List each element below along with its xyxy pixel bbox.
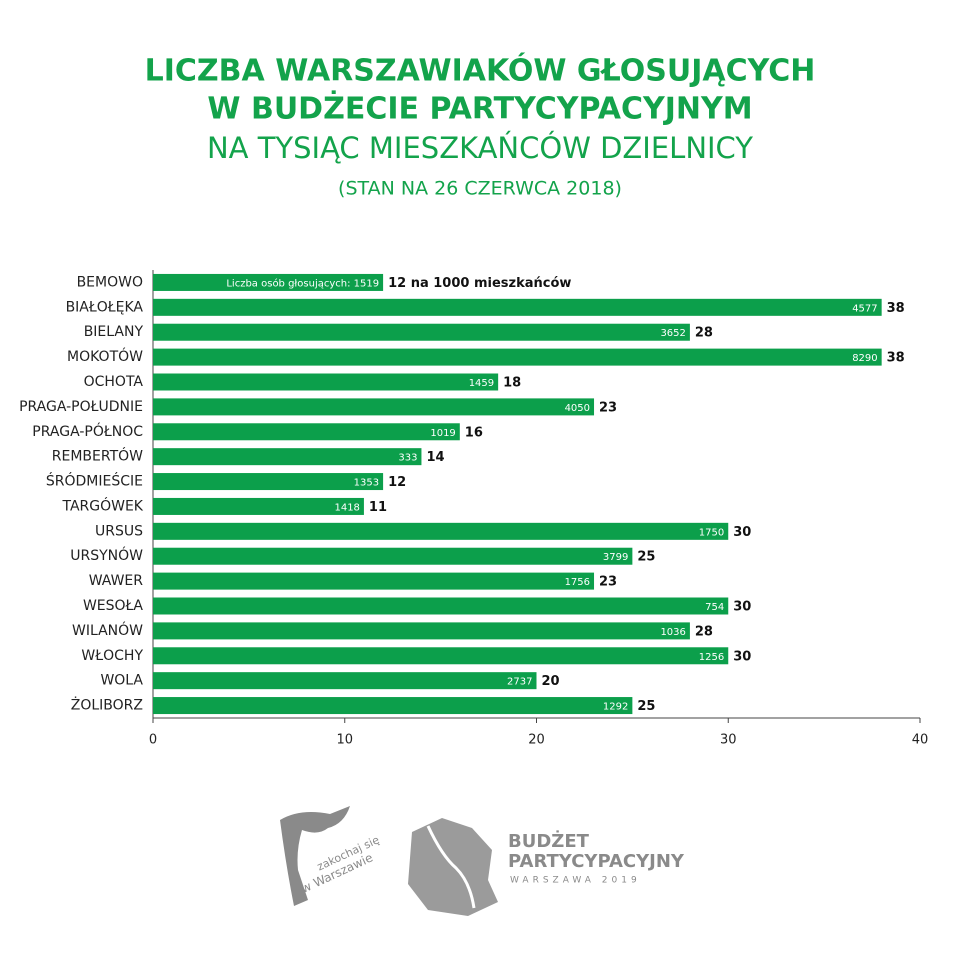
value-label: 25 [637,550,655,565]
value-label: 23 [599,575,617,590]
y-tick-label: BIELANY [84,324,144,340]
y-tick-label: OCHOTA [84,374,144,390]
bar [153,448,422,466]
value-label: 25 [637,699,655,714]
value-label: 28 [695,624,713,639]
chart-subtitle: NA TYSIĄC MIESZKAŃCÓW DZIELNICY [207,131,753,165]
y-tick-label: WILANÓW [72,621,143,639]
y-tick-label: BIAŁOŁĘKA [66,299,144,315]
bar [153,597,729,615]
bar [153,348,882,366]
voters-label: 1750 [699,527,724,538]
bar [153,398,595,416]
y-tick-label: WOLA [100,673,143,689]
y-tick-label: URSUS [95,523,143,539]
bar [153,647,729,665]
bar [153,547,633,565]
voters-label: 3652 [660,328,685,339]
bar [153,473,384,491]
voters-label: 333 [398,453,417,464]
value-label: 16 [465,425,483,440]
y-tick-label: PRAGA-POŁUDNIE [19,399,143,415]
voters-label: 8290 [852,353,877,364]
y-tick-label: REMBERTÓW [52,447,143,465]
logo-text: PARTYCYPACYJNY [508,851,685,872]
bar [153,323,690,341]
value-label: 30 [733,600,751,615]
voters-label: 1418 [334,502,359,513]
y-tick-label: ŻOLIBORZ [71,696,143,714]
logo-right: BUDŻET PARTYCYPACYJNY WARSZAWA 2019 [408,818,685,916]
voters-label: 4577 [852,303,877,314]
bar [153,522,729,540]
value-label: 12 [388,475,406,490]
x-tick-label: 30 [720,733,737,748]
chart-note: (STAN NA 26 CZERWCA 2018) [338,178,622,200]
chart-title: LICZBA WARSZAWIAKÓW GŁOSUJĄCYCH [145,52,816,89]
voters-label: 2737 [507,677,532,688]
y-tick-label: ŚRÓDMIEŚCIE [46,472,143,490]
bar [153,273,384,291]
bar [153,622,690,640]
y-tick-label: TARGÓWEK [61,496,143,514]
value-label: 11 [369,500,387,515]
bar [153,423,460,441]
x-tick-label: 20 [528,733,545,748]
bar [153,697,633,715]
bar [153,373,499,391]
voters-label: Liczba osób głosujących: 1519 [226,277,379,289]
value-label: 38 [887,351,905,366]
value-label: 30 [733,525,751,540]
bar [153,497,364,515]
value-label: 38 [887,301,905,316]
bar [153,298,882,316]
y-tick-label: BEMOWO [77,274,143,290]
voters-label: 754 [705,602,724,613]
voters-label: 1353 [354,478,379,489]
y-tick-label: WESOŁA [83,598,143,614]
bar [153,572,595,590]
y-tick-label: WAWER [89,573,144,589]
y-tick-label: URSYNÓW [70,546,143,564]
voters-label: 1036 [660,627,685,638]
y-tick-label: MOKOTÓW [67,347,143,365]
voters-label: 1019 [430,428,455,439]
x-tick-label: 40 [912,733,929,748]
value-label: 12 na 1000 mieszkańców [388,276,571,291]
value-label: 14 [426,450,444,465]
voters-label: 1256 [699,652,724,663]
value-label: 18 [503,376,521,391]
voters-label: 1459 [469,378,494,389]
logo-shape [280,806,350,906]
value-label: 28 [695,326,713,341]
value-label: 23 [599,400,617,415]
value-label: 30 [733,649,751,664]
logo-river [426,825,476,909]
logo-text: BUDŻET [508,830,590,852]
value-label: 20 [542,674,560,689]
y-tick-label: WŁOCHY [81,648,143,664]
voters-label: 4050 [565,403,590,414]
voters-label: 1756 [565,577,590,588]
voters-label: 1292 [603,702,628,713]
bar [153,672,537,690]
logo-left: zakochaj się w Warszawie [280,806,382,906]
logo-text: WARSZAWA 2019 [510,876,641,886]
x-tick-label: 0 [149,733,157,748]
y-tick-label: PRAGA-PÓŁNOC [32,422,143,440]
voters-label: 3799 [603,552,628,563]
x-tick-label: 10 [336,733,353,748]
chart-title: W BUDŻECIE PARTYCYPACYJNYM [207,91,752,127]
